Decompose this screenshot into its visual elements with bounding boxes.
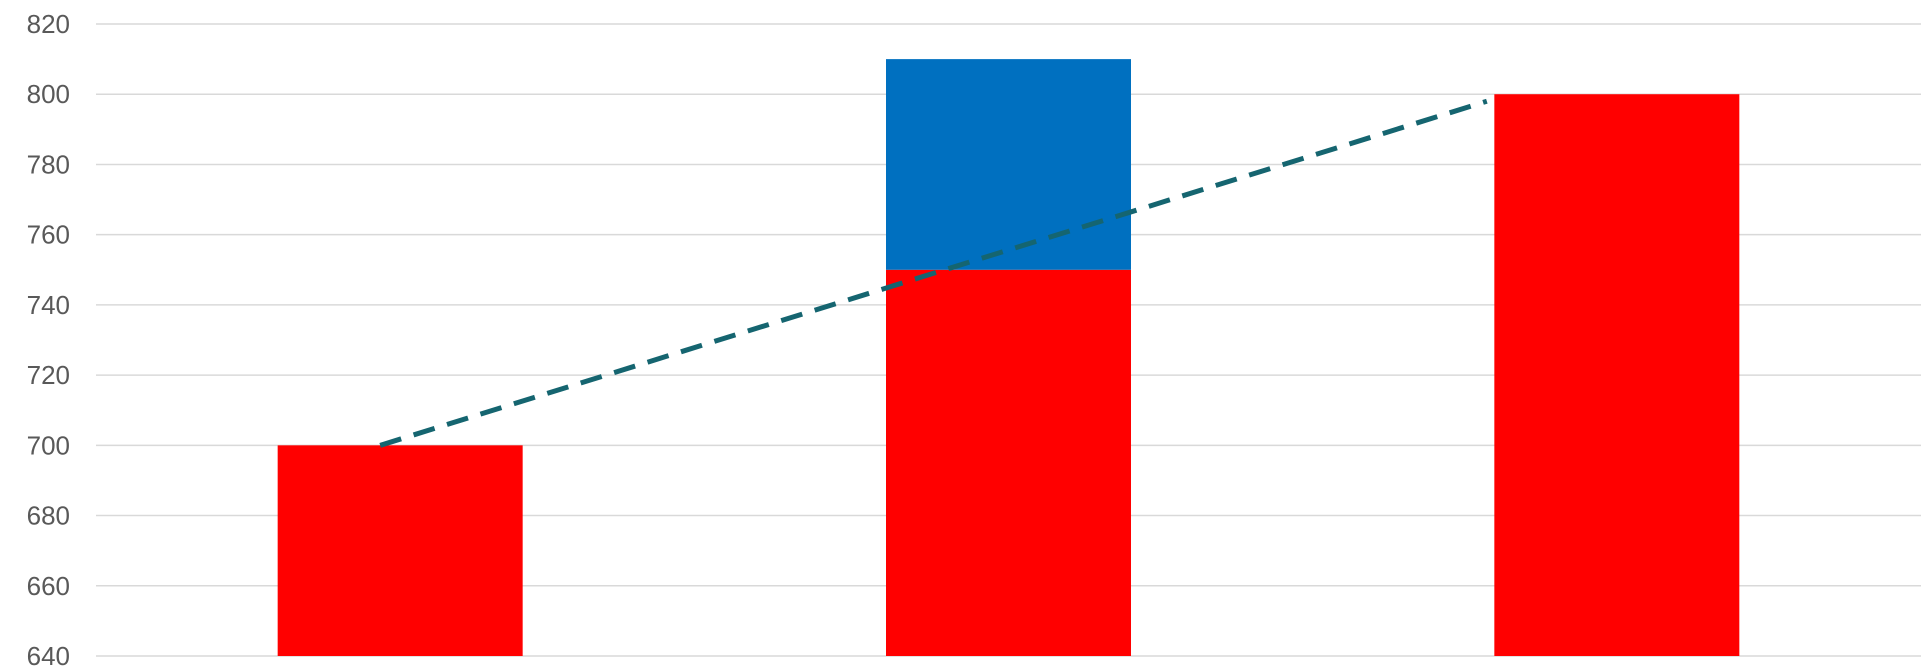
bar-increase [886,59,1131,270]
y-tick-label: 820 [27,9,70,39]
bars [277,59,1740,656]
bar-base [277,445,523,656]
bar-base [1494,94,1740,656]
y-tick-label: 800 [27,79,70,109]
y-tick-label: 660 [27,571,70,601]
y-tick-label: 640 [27,641,70,671]
trend-line [379,98,1488,448]
y-tick-label: 700 [27,430,70,460]
y-tick-label: 740 [27,290,70,320]
y-axis-tick-labels: 640 660 680 700 720 740 760 780 800 820 [27,9,70,671]
trend-line-layer [379,98,1488,448]
bar-base [886,269,1131,656]
y-tick-label: 720 [27,360,70,390]
y-tick-label: 680 [27,501,70,531]
y-tick-label: 760 [27,220,70,250]
y-tick-label: 780 [27,149,70,179]
